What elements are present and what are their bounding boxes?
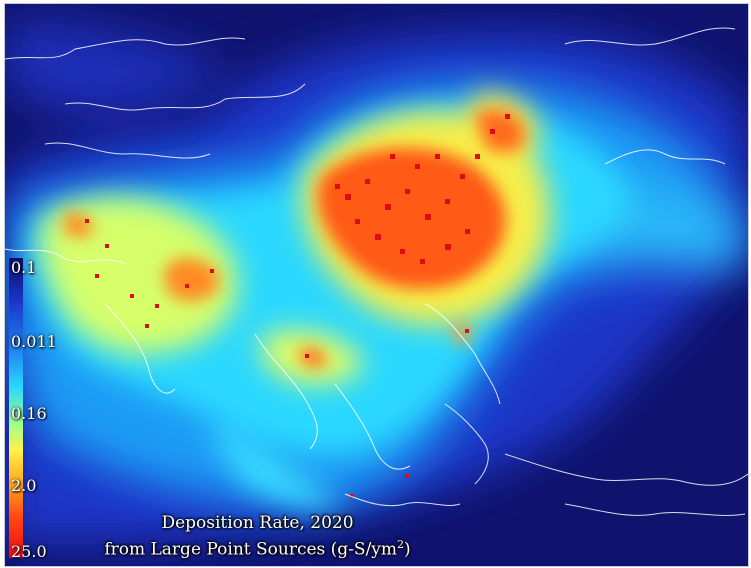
- caption-units-superscript: 2: [397, 538, 405, 551]
- legend-label-1: 0.011: [11, 332, 57, 351]
- legend-label-3: 2.0: [11, 476, 37, 495]
- deposition-map-figure: 0.1 0.011 0.16 2.0 25.0 Deposition Rate,…: [4, 3, 749, 567]
- caption-title: Deposition Rate, 2020: [161, 513, 354, 533]
- caption-units-prefix: from Large Point Sources (g-S/ym: [104, 539, 398, 560]
- legend-label-0: 0.1: [11, 258, 37, 277]
- deposition-heatmap: [5, 4, 748, 566]
- coastline-outlines: [5, 27, 748, 516]
- point-source-markers: [85, 114, 510, 498]
- legend-label-2: 0.16: [11, 404, 47, 423]
- peak-deposition-region: [63, 110, 525, 368]
- color-scale-bar: [9, 258, 23, 558]
- legend-label-4: 25.0: [11, 542, 47, 561]
- caption-subtitle: from Large Point Sources (g-S/ym2): [85, 534, 430, 561]
- map-caption: Deposition Rate, 2020 from Large Point S…: [85, 512, 430, 561]
- caption-units-suffix: ): [404, 539, 411, 560]
